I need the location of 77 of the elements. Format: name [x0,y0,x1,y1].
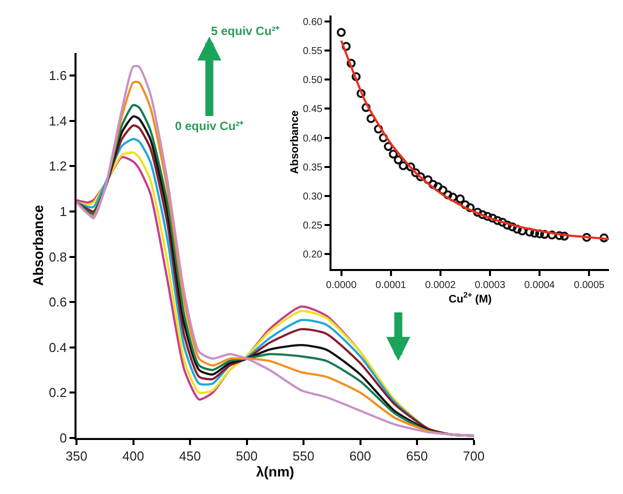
x-axis-title: Cu$^{2+}$ (M) [448,290,492,306]
x-tick-label: 0.0002 [425,280,456,291]
point [508,222,517,232]
annotation: 0 equiv Cu²⁺ [175,119,244,133]
x-tick-label: 600 [349,448,372,464]
y-tick-label: 1.4 [48,113,67,128]
y-tick-label: 0.30 [302,192,323,202]
x-tick-label: 0.0004 [524,280,556,291]
y-tick-label: 0.4 [48,340,67,355]
x-tick-label: 350 [66,448,88,464]
point [342,42,351,51]
x-tick-label: 650 [406,448,428,464]
x-tick-label: 0.0000 [326,280,357,291]
point [362,103,371,112]
point [384,142,393,152]
point [438,186,448,195]
text: 5 equiv Cu²⁺ [211,24,280,38]
x-tick-label: 400 [122,448,144,464]
point [448,192,458,202]
y-tick-label: 0.2 [48,385,67,400]
point [478,210,488,220]
point [456,194,465,204]
point [352,72,361,82]
point [366,114,376,124]
y-tick-label: 0.6 [48,294,67,310]
y-axis-title: Absorbance [289,110,302,174]
x-tick-label: 500 [236,448,258,464]
y-tick-label: 0.60 [302,16,323,28]
point [530,228,540,238]
point [483,212,492,221]
point [473,208,482,217]
x-tick-label: 450 [179,448,201,464]
point [488,214,497,223]
point [406,162,416,172]
x-tick-label: 0.0001 [376,280,407,291]
y-tick-label: 0 [60,430,67,446]
point [374,124,383,134]
y-axis-title: Absorbance [30,204,46,286]
x-tick-label: 550 [292,448,314,464]
point [398,161,408,170]
point [525,228,534,237]
x-tick-label: 0.0005 [574,280,605,291]
y-tick-label: 0.25 [302,220,323,232]
point [554,231,564,240]
point [547,230,556,240]
point [336,28,346,37]
y-tick-label: 1.2 [48,158,67,174]
y-tick-label: 0.8 [48,249,67,264]
point [411,168,420,178]
y-tick-label: 0.35 [302,162,323,174]
point [466,203,475,212]
point [600,233,609,242]
y-tick-label: 0.45 [302,104,323,116]
y-tick-label: 0.40 [302,133,323,144]
y-tick-label: 0.55 [302,46,323,57]
point [388,150,398,159]
x-axis-title: λ(nm) [256,463,294,480]
x-tick-label: 0.0003 [474,280,506,291]
point [535,229,544,238]
y-tick-label: 1 [60,204,67,220]
point [346,58,356,68]
point [492,216,502,225]
point [498,218,507,227]
point [582,232,592,242]
point [518,226,527,236]
point [378,133,388,142]
point [394,155,403,164]
y-tick-label: 0.20 [302,250,323,261]
point [416,172,426,182]
x-tick-label: 700 [462,448,485,464]
point [460,200,470,210]
point [424,175,433,184]
point [356,89,366,98]
y-tick-label: 1.6 [48,68,67,84]
point [560,232,569,241]
point [502,220,512,230]
y-tick-label: 0.50 [302,75,323,86]
